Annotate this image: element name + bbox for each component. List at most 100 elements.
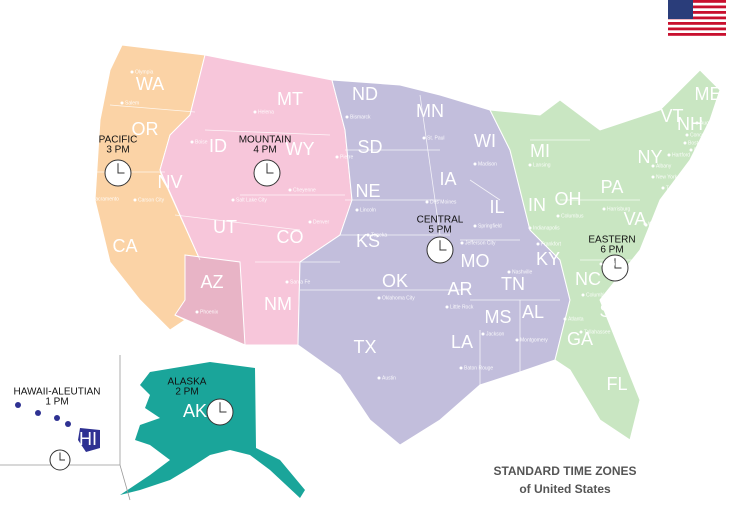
city-dot <box>280 450 284 454</box>
clock-hands <box>219 402 227 413</box>
zone-time: 2 PM <box>175 387 198 398</box>
city-dot <box>528 226 532 230</box>
city-dot <box>355 208 359 212</box>
state-label: NY <box>637 147 662 167</box>
state-label: OH <box>555 189 582 209</box>
zone-name: PACIFIC <box>99 135 138 146</box>
state-label: FL <box>606 374 627 394</box>
city-dot <box>345 115 349 119</box>
clock-hands <box>117 163 125 174</box>
city-dot <box>377 376 381 380</box>
city-dot <box>651 175 655 179</box>
state-label: OK <box>382 271 408 291</box>
state-label: NV <box>157 172 182 192</box>
city-label: Raleigh <box>604 261 621 267</box>
city-label: Pierre <box>340 154 354 160</box>
inset-lines <box>0 355 131 501</box>
state-label: ND <box>352 84 378 104</box>
city-label: Jackson <box>486 331 505 337</box>
arizona-hatch <box>174 254 246 346</box>
city-dot <box>195 310 199 314</box>
city-label: Washington, D. C. <box>648 221 688 227</box>
state-label: TN <box>501 274 525 294</box>
hawaii <box>15 402 100 452</box>
city-dot <box>507 270 511 274</box>
city-label: Atlanta <box>568 316 584 322</box>
state-label: WI <box>474 131 496 151</box>
city-label: Montgomery <box>520 337 548 343</box>
city-dot <box>335 155 339 159</box>
city-label: Columbus <box>561 213 584 219</box>
title: STANDARD TIME ZONES <box>493 464 636 478</box>
state-label: HI <box>79 429 97 449</box>
zone-name: MOUNTAIN <box>239 135 292 146</box>
city-dot <box>288 188 292 192</box>
state-label: AZ <box>200 272 223 292</box>
state-label: ID <box>209 136 227 156</box>
city-dot <box>29 416 33 420</box>
city-dot <box>683 141 687 145</box>
city-label: Santa Fe <box>290 279 311 285</box>
state-label: CA <box>112 236 137 256</box>
state-label: CO <box>277 227 304 247</box>
state-label: IN <box>528 195 546 215</box>
state-label: SC <box>599 301 624 321</box>
state-label: NM <box>264 294 292 314</box>
city-dot <box>120 101 124 105</box>
state-borders <box>95 94 650 385</box>
state-label: WA <box>136 74 164 94</box>
city-dot <box>651 164 655 168</box>
city-label: Columbia <box>586 292 607 298</box>
state-label: WY <box>286 139 315 159</box>
city-label: Austin <box>382 375 396 381</box>
state-label: SD <box>357 137 382 157</box>
zone-time: 4 PM <box>253 145 276 156</box>
city-dot <box>459 366 463 370</box>
city-label: Honolulu <box>34 415 54 421</box>
city-label: Salem <box>125 100 139 106</box>
city-dot <box>667 153 671 157</box>
state-label: NE <box>355 181 380 201</box>
city-label: Sacramento <box>92 196 119 202</box>
city-label: Oklahoma City <box>382 295 415 301</box>
city-dot <box>643 222 647 226</box>
city-label: Carson City <box>138 197 165 203</box>
state-label: IL <box>489 197 504 217</box>
city-dot <box>445 305 449 309</box>
state-label: NH <box>677 114 703 134</box>
city-label: Denver <box>313 219 329 225</box>
clock-hands <box>439 240 447 251</box>
zone-name: CENTRAL <box>417 215 464 226</box>
city-label: Harrisburg <box>607 206 631 212</box>
zone-time: 6 PM <box>600 245 623 256</box>
zone-name: EASTERN <box>588 235 635 246</box>
city-dot <box>366 233 370 237</box>
state-label: MT <box>277 89 303 109</box>
state-label: AL <box>522 302 544 322</box>
state-label: MI <box>530 141 550 161</box>
city-label: New York <box>656 174 678 180</box>
state-label: MS <box>485 307 512 327</box>
zone-time: 5 PM <box>428 225 451 236</box>
state-label: MN <box>416 101 444 121</box>
city-label: Richmond <box>649 222 672 228</box>
city-dot <box>599 262 603 266</box>
city-label: Boston <box>688 140 704 146</box>
clock-hands <box>266 163 274 174</box>
state-label: UT <box>213 217 237 237</box>
state-label: OR <box>132 119 159 139</box>
eastern-zone <box>489 69 721 441</box>
city-dot <box>377 296 381 300</box>
city-dot <box>602 207 606 211</box>
city-label: Lansing <box>533 162 551 168</box>
state-label: GA <box>567 329 593 349</box>
city-dot <box>563 317 567 321</box>
city-label: Indianapolis <box>533 225 560 231</box>
state-label: IA <box>439 169 456 189</box>
zone-time: 1 PM <box>45 397 68 408</box>
clock-hands <box>614 258 622 269</box>
city-label: Springfield <box>478 223 502 229</box>
city-dot <box>695 121 699 125</box>
state-label: MO <box>461 251 490 271</box>
